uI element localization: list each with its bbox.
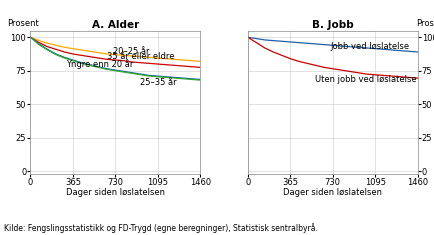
Text: Yngre enn 20 år: Yngre enn 20 år [66, 59, 134, 69]
Text: 35 år eller eldre: 35 år eller eldre [107, 52, 174, 61]
Text: 20–25 år: 20–25 år [113, 47, 149, 56]
Title: B. Jobb: B. Jobb [311, 20, 353, 30]
Text: Prosent: Prosent [7, 19, 38, 28]
X-axis label: Dager siden løslatelsen: Dager siden løslatelsen [283, 188, 381, 197]
X-axis label: Dager siden løslatelsen: Dager siden løslatelsen [66, 188, 164, 197]
Title: A. Alder: A. Alder [92, 20, 138, 30]
Text: Jobb ved løslatelse: Jobb ved løslatelse [329, 42, 408, 51]
Text: Kilde: Fengslingsstatistikk og FD-Trygd (egne beregninger), Statistisk sentralby: Kilde: Fengslingsstatistikk og FD-Trygd … [4, 223, 318, 233]
Text: 25–35 år: 25–35 år [139, 78, 176, 87]
Text: Uten jobb ved løslatelse: Uten jobb ved løslatelse [315, 75, 416, 84]
Text: Prosent: Prosent [415, 19, 434, 28]
